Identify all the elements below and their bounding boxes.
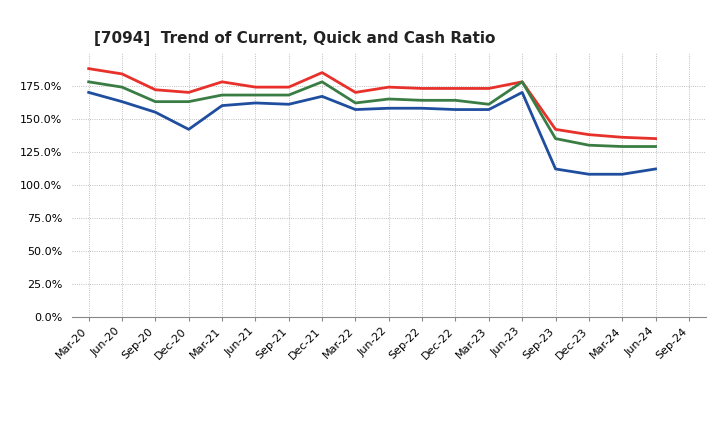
Cash Ratio bbox=[151, 110, 160, 115]
Cash Ratio bbox=[585, 172, 593, 177]
Current Ratio bbox=[318, 70, 326, 75]
Quick Ratio bbox=[485, 102, 493, 107]
Quick Ratio bbox=[284, 92, 293, 98]
Quick Ratio bbox=[151, 99, 160, 104]
Current Ratio bbox=[284, 84, 293, 90]
Current Ratio bbox=[485, 86, 493, 91]
Cash Ratio bbox=[351, 107, 360, 112]
Current Ratio bbox=[552, 127, 560, 132]
Quick Ratio bbox=[117, 84, 126, 90]
Cash Ratio bbox=[652, 166, 660, 172]
Cash Ratio bbox=[251, 100, 260, 106]
Cash Ratio bbox=[451, 107, 460, 112]
Line: Cash Ratio: Cash Ratio bbox=[89, 92, 656, 174]
Quick Ratio bbox=[652, 144, 660, 149]
Cash Ratio bbox=[284, 102, 293, 107]
Quick Ratio bbox=[418, 98, 426, 103]
Current Ratio bbox=[585, 132, 593, 137]
Quick Ratio bbox=[318, 79, 326, 84]
Line: Quick Ratio: Quick Ratio bbox=[89, 82, 656, 147]
Cash Ratio bbox=[217, 103, 226, 108]
Current Ratio bbox=[451, 86, 460, 91]
Cash Ratio bbox=[184, 127, 193, 132]
Current Ratio bbox=[251, 84, 260, 90]
Quick Ratio bbox=[184, 99, 193, 104]
Quick Ratio bbox=[585, 143, 593, 148]
Current Ratio bbox=[117, 71, 126, 77]
Current Ratio bbox=[351, 90, 360, 95]
Quick Ratio bbox=[251, 92, 260, 98]
Quick Ratio bbox=[518, 79, 526, 84]
Quick Ratio bbox=[618, 144, 626, 149]
Cash Ratio bbox=[618, 172, 626, 177]
Cash Ratio bbox=[84, 90, 93, 95]
Current Ratio bbox=[184, 90, 193, 95]
Current Ratio bbox=[217, 79, 226, 84]
Current Ratio bbox=[384, 84, 393, 90]
Cash Ratio bbox=[418, 106, 426, 111]
Line: Current Ratio: Current Ratio bbox=[89, 69, 656, 139]
Current Ratio bbox=[418, 86, 426, 91]
Current Ratio bbox=[652, 136, 660, 141]
Quick Ratio bbox=[217, 92, 226, 98]
Cash Ratio bbox=[552, 166, 560, 172]
Text: [7094]  Trend of Current, Quick and Cash Ratio: [7094] Trend of Current, Quick and Cash … bbox=[94, 31, 495, 46]
Cash Ratio bbox=[384, 106, 393, 111]
Cash Ratio bbox=[117, 99, 126, 104]
Quick Ratio bbox=[351, 100, 360, 106]
Cash Ratio bbox=[485, 107, 493, 112]
Cash Ratio bbox=[318, 94, 326, 99]
Quick Ratio bbox=[451, 98, 460, 103]
Current Ratio bbox=[151, 87, 160, 92]
Cash Ratio bbox=[518, 90, 526, 95]
Quick Ratio bbox=[384, 96, 393, 102]
Current Ratio bbox=[518, 79, 526, 84]
Current Ratio bbox=[618, 135, 626, 140]
Quick Ratio bbox=[84, 79, 93, 84]
Current Ratio bbox=[84, 66, 93, 71]
Quick Ratio bbox=[552, 136, 560, 141]
